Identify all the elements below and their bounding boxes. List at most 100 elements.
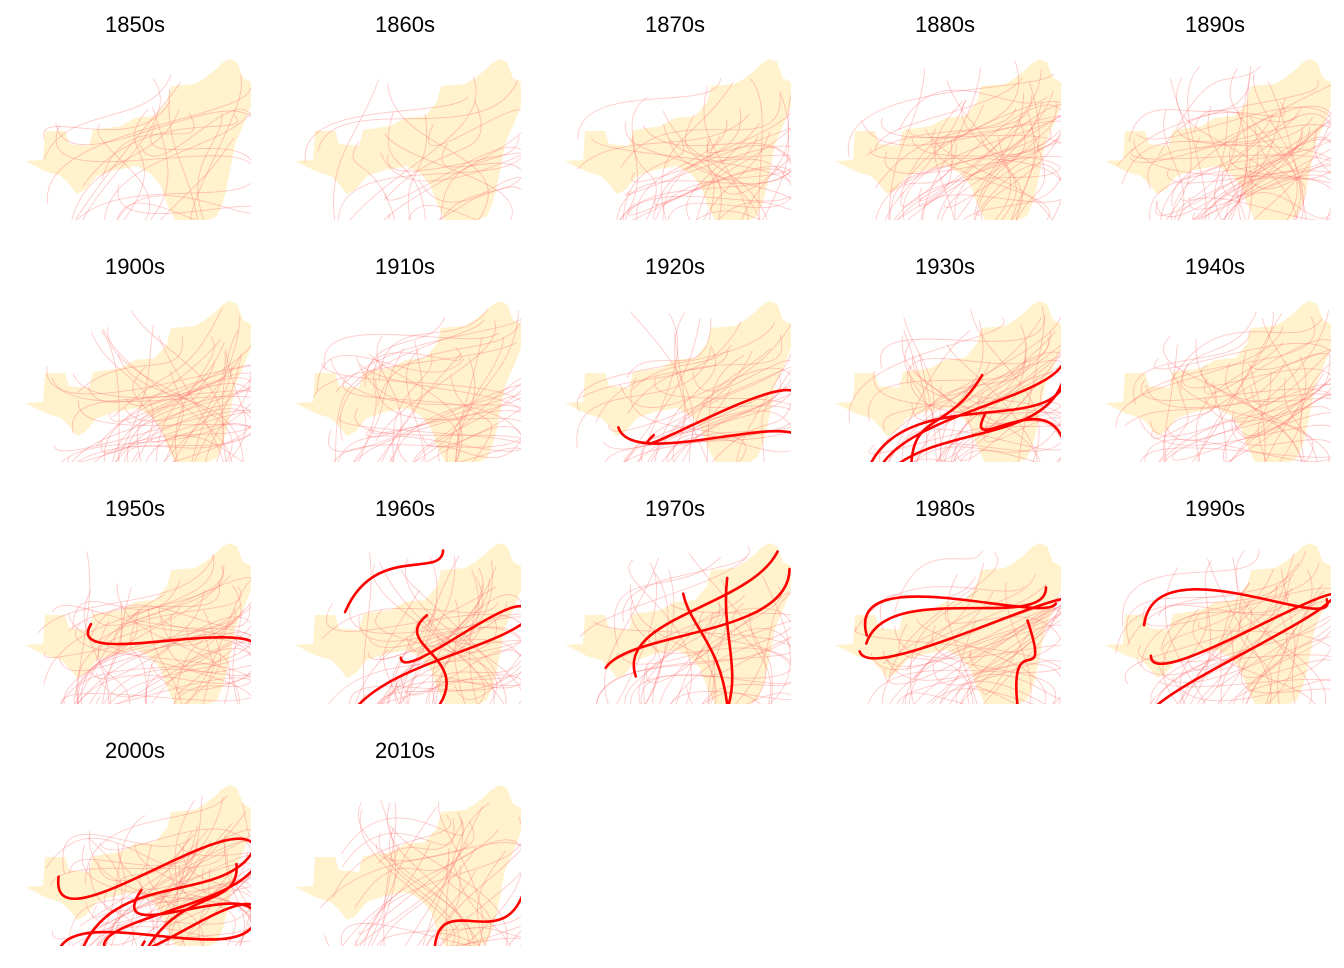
storm-track xyxy=(1230,65,1252,220)
storm-track xyxy=(1130,147,1331,163)
storm-track xyxy=(507,929,521,946)
land-area xyxy=(295,543,521,704)
major-storm-track xyxy=(979,411,1061,439)
storm-track xyxy=(1227,144,1259,220)
land-area xyxy=(295,301,521,462)
storm-track xyxy=(55,124,251,165)
storm-track xyxy=(893,167,1061,220)
storm-track xyxy=(638,313,679,462)
storm-track xyxy=(956,402,1061,461)
storm-track xyxy=(225,349,247,462)
storm-track xyxy=(445,858,491,946)
storm-track xyxy=(954,330,1056,462)
land-area xyxy=(295,59,521,220)
storm-track xyxy=(1195,105,1331,150)
storm-track xyxy=(1229,354,1331,462)
storm-track xyxy=(91,331,154,462)
land-area xyxy=(295,785,521,946)
track-map xyxy=(835,59,1061,220)
panel-map xyxy=(25,56,251,220)
storm-track xyxy=(1115,326,1284,428)
storm-track xyxy=(902,692,1061,704)
storm-track xyxy=(1155,120,1331,216)
storm-track xyxy=(866,95,1032,156)
storm-track xyxy=(968,600,1061,659)
panel-map xyxy=(25,298,251,462)
storm-track xyxy=(1142,587,1331,627)
storm-track xyxy=(644,594,746,684)
storm-track xyxy=(352,347,404,462)
storm-track xyxy=(72,373,251,398)
storm-track xyxy=(595,349,729,423)
panel-title: 1850s xyxy=(105,12,165,37)
storm-track xyxy=(67,411,251,462)
storm-track xyxy=(117,850,155,946)
storm-track xyxy=(662,112,791,220)
storm-track xyxy=(1158,679,1331,688)
storm-track xyxy=(383,99,482,201)
storm-track xyxy=(394,625,481,704)
storm-track xyxy=(1237,136,1331,197)
storm-track xyxy=(1231,410,1331,446)
panel-title: 1960s xyxy=(375,496,435,521)
storm-track xyxy=(397,444,521,462)
storm-track xyxy=(330,358,521,409)
storm-track xyxy=(417,869,477,946)
storm-track xyxy=(576,322,776,412)
storm-track xyxy=(406,350,427,462)
storm-track xyxy=(624,170,791,220)
storm-track xyxy=(328,384,521,452)
storm-track xyxy=(338,435,521,462)
storm-track xyxy=(590,138,791,182)
storm-track xyxy=(629,584,717,704)
panel-title: 1930s xyxy=(915,254,975,279)
storm-track xyxy=(674,378,791,462)
storm-track xyxy=(1261,318,1303,462)
storm-track xyxy=(377,340,423,462)
storm-track xyxy=(131,831,193,946)
storm-track xyxy=(595,635,791,704)
storm-track xyxy=(703,131,771,220)
storm-track xyxy=(129,609,147,704)
storm-track xyxy=(45,837,199,869)
storm-track xyxy=(1163,387,1331,462)
storm-track xyxy=(121,812,246,946)
storm-track xyxy=(432,560,493,704)
storm-track xyxy=(695,628,791,661)
storm-track xyxy=(427,932,482,946)
storm-track xyxy=(425,615,521,645)
storm-track xyxy=(1175,77,1298,220)
storm-track xyxy=(97,620,130,704)
storm-track xyxy=(78,400,251,428)
storm-track xyxy=(860,115,1061,146)
major-storm-track xyxy=(60,926,251,946)
land-area xyxy=(565,543,791,704)
storm-track xyxy=(362,552,372,704)
storm-track xyxy=(177,634,251,695)
storm-track xyxy=(151,601,251,704)
storm-track xyxy=(1149,127,1303,220)
storm-track xyxy=(909,594,1061,704)
storm-track xyxy=(946,344,1041,462)
storm-track xyxy=(961,99,1023,220)
major-storm-track xyxy=(147,862,238,946)
storm-track xyxy=(370,799,396,946)
storm-track xyxy=(418,180,521,203)
storm-track xyxy=(616,562,658,704)
storm-track xyxy=(868,356,1027,422)
storm-track xyxy=(668,140,791,200)
storm-track xyxy=(662,111,768,220)
storm-track xyxy=(1196,311,1274,462)
storm-track xyxy=(695,210,762,220)
storm-track xyxy=(91,576,251,626)
storm-track xyxy=(762,93,791,220)
panel-map xyxy=(25,540,251,704)
storm-track xyxy=(1040,385,1061,462)
storm-track xyxy=(89,815,146,946)
storm-track xyxy=(338,157,521,220)
storm-track xyxy=(388,826,475,946)
storm-track xyxy=(358,615,521,642)
storm-track xyxy=(354,396,521,462)
storm-track xyxy=(939,681,1046,704)
storm-track xyxy=(707,137,715,220)
